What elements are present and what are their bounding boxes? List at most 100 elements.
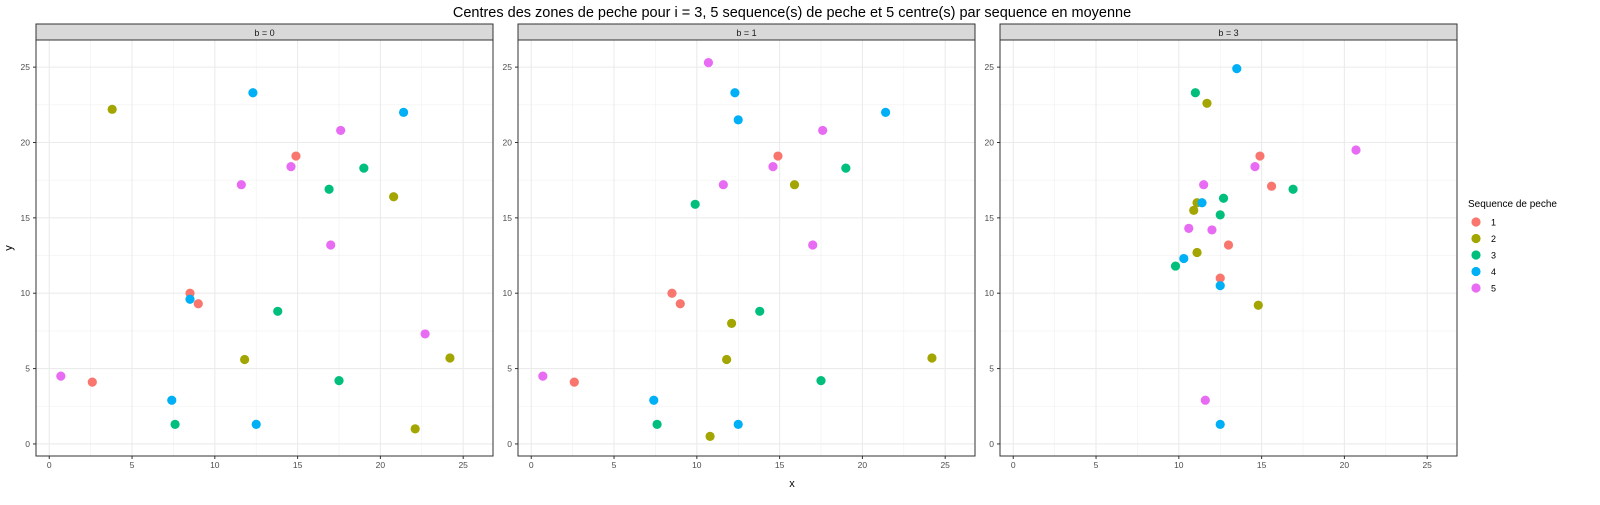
legend-title: Sequence de peche — [1468, 199, 1557, 210]
data-point-seq-2 — [705, 431, 715, 442]
data-point-seq-3 — [273, 306, 283, 316]
data-point-seq-5 — [768, 162, 778, 172]
x-tick-label: 10 — [1174, 460, 1184, 470]
x-tick-label: 0 — [529, 460, 534, 470]
x-tick-label: 25 — [458, 460, 468, 470]
data-point-seq-3 — [1218, 193, 1229, 203]
facet-strip-label: b = 3 — [1218, 28, 1238, 38]
y-tick-label: 25 — [503, 62, 513, 72]
data-point-seq-1 — [667, 288, 677, 298]
legend-label-1: 1 — [1491, 218, 1496, 228]
data-point-seq-3 — [841, 163, 851, 173]
data-point-seq-5 — [420, 329, 430, 339]
data-point-seq-2 — [410, 424, 420, 434]
panel-border — [517, 39, 976, 457]
panel-border — [999, 39, 1458, 457]
data-point-seq-4 — [730, 88, 740, 98]
data-point-seq-5 — [236, 180, 246, 190]
data-point-seq-4 — [167, 395, 177, 405]
data-point-seq-5 — [1200, 395, 1210, 405]
legend-key-1 — [1471, 217, 1481, 227]
data-point-seq-4 — [251, 419, 261, 429]
data-point-seq-1 — [1255, 151, 1265, 161]
data-point-seq-4 — [1197, 198, 1207, 208]
y-tick-label: 10 — [985, 288, 995, 298]
x-tick-label: 25 — [940, 460, 950, 470]
data-point-seq-1 — [87, 377, 97, 387]
facet-strip-label: b = 1 — [736, 28, 756, 38]
data-point-seq-3 — [1215, 210, 1225, 220]
data-point-seq-3 — [334, 376, 344, 386]
data-point-seq-1 — [569, 377, 579, 387]
legend-key-5 — [1471, 283, 1481, 293]
data-point-seq-5 — [1207, 225, 1217, 235]
data-point-seq-5 — [818, 125, 828, 136]
data-point-seq-1 — [1215, 273, 1225, 283]
chart-title: Centres des zones de peche pour i = 3, 5… — [453, 5, 1131, 21]
data-point-seq-4 — [649, 395, 659, 405]
data-point-seq-4 — [733, 419, 743, 429]
data-point-seq-5 — [1351, 145, 1361, 155]
data-point-seq-5 — [56, 371, 66, 381]
y-tick-label: 15 — [503, 213, 513, 223]
legend-key-4 — [1471, 266, 1481, 277]
y-tick-label: 20 — [503, 137, 513, 147]
y-tick-label: 15 — [21, 213, 31, 223]
panel-background — [36, 40, 493, 456]
panel-border — [35, 39, 494, 457]
data-point-seq-2 — [789, 180, 800, 190]
data-point-seq-1 — [773, 151, 783, 161]
data-point-seq-5 — [718, 180, 728, 190]
data-point-seq-3 — [170, 419, 180, 429]
data-point-seq-5 — [1184, 223, 1194, 234]
panel-background — [518, 40, 975, 456]
data-point-seq-3 — [1170, 261, 1181, 271]
data-point-seq-4 — [248, 88, 258, 98]
data-point-seq-2 — [1253, 300, 1263, 310]
legend-key-3 — [1471, 250, 1481, 260]
y-tick-label: 20 — [985, 137, 995, 147]
data-point-seq-4 — [880, 107, 891, 117]
x-tick-label: 10 — [210, 460, 220, 470]
y-tick-label: 5 — [989, 364, 994, 374]
data-point-seq-2 — [107, 104, 117, 114]
x-tick-label: 15 — [1257, 460, 1267, 470]
data-point-seq-3 — [690, 199, 700, 209]
legend-label-2: 2 — [1491, 234, 1496, 244]
y-tick-label: 0 — [989, 439, 994, 449]
data-point-seq-3 — [755, 306, 765, 316]
x-tick-label: 10 — [692, 460, 702, 470]
data-point-seq-3 — [324, 184, 334, 194]
x-tick-label: 20 — [376, 460, 386, 470]
x-tick-label: 5 — [612, 460, 617, 470]
y-tick-label: 15 — [985, 213, 995, 223]
data-point-seq-2 — [1189, 205, 1199, 215]
data-point-seq-5 — [326, 240, 336, 250]
data-point-seq-4 — [1232, 64, 1242, 74]
x-axis-title: x — [789, 478, 795, 490]
x-tick-label: 25 — [1422, 460, 1432, 470]
y-tick-label: 25 — [21, 62, 31, 72]
data-point-seq-2 — [389, 192, 399, 202]
legend-label-5: 5 — [1491, 284, 1496, 294]
x-tick-label: 5 — [1094, 460, 1099, 470]
data-point-seq-1 — [291, 151, 301, 161]
x-tick-label: 0 — [1011, 460, 1016, 470]
data-point-seq-1 — [193, 299, 203, 309]
x-tick-label: 0 — [47, 460, 52, 470]
data-point-seq-3 — [1288, 184, 1298, 194]
data-point-seq-4 — [1215, 419, 1225, 429]
legend-label-3: 3 — [1491, 251, 1496, 261]
data-point-seq-5 — [286, 162, 296, 172]
data-point-seq-4 — [733, 115, 743, 125]
data-point-seq-2 — [726, 318, 737, 328]
data-point-seq-4 — [1179, 253, 1189, 264]
y-tick-label: 10 — [21, 288, 31, 298]
legend-label-4: 4 — [1491, 267, 1496, 277]
data-point-seq-1 — [675, 299, 685, 309]
data-point-seq-2 — [927, 353, 937, 363]
data-point-seq-5 — [1199, 180, 1209, 190]
x-tick-label: 15 — [293, 460, 303, 470]
data-point-seq-1 — [1266, 181, 1277, 191]
